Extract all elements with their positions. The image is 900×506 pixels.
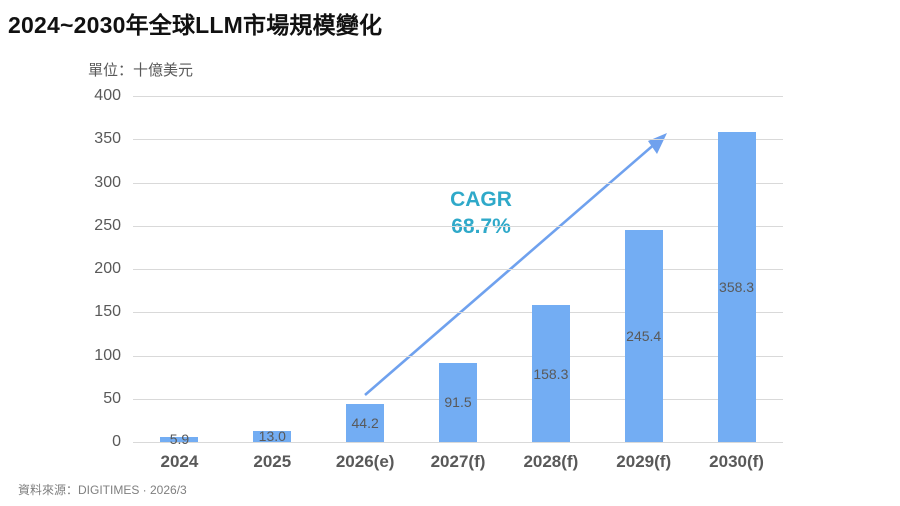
- x-axis-label-2030(f): 2030(f): [709, 452, 764, 471]
- gridline-350: [133, 139, 783, 141]
- x-axis-label-2024: 2024: [160, 452, 199, 471]
- unit-label: 單位：十億美元: [88, 62, 194, 79]
- gridline-150: [133, 312, 783, 314]
- bar-value-2026(e): 44.2: [351, 414, 379, 431]
- bar-2028(f): [531, 305, 570, 442]
- bar-value-2024: 5.9: [169, 431, 190, 448]
- gridline-0: [133, 442, 783, 443]
- chart-title: 2024~2030年全球LLM市場規模變化: [8, 12, 383, 38]
- cagr-trend-arrow-line: [364, 141, 658, 396]
- y-axis-tick-250: 250: [94, 216, 121, 234]
- cagr-annotation: CAGR 68.7%: [450, 186, 512, 241]
- gridline-300: [133, 182, 783, 184]
- bar-value-2027(f): 91.5: [444, 394, 472, 411]
- bar-2024: [160, 436, 199, 442]
- gridline-200: [133, 269, 783, 270]
- bar-2029(f): [624, 229, 663, 442]
- cagr-annotation-line2: 68.7%: [451, 215, 511, 239]
- cagr-trend-arrow-head: [648, 133, 667, 154]
- y-axis-tick-50: 50: [103, 389, 121, 407]
- bar-2025: [253, 430, 292, 442]
- y-axis-tick-200: 200: [94, 260, 121, 277]
- y-axis-tick-100: 100: [94, 346, 121, 364]
- y-axis-tick-400: 400: [94, 87, 121, 104]
- x-axis-label-2027(f): 2027(f): [430, 452, 486, 471]
- bar-2026(e): [346, 403, 385, 442]
- cagr-annotation-line1: CAGR: [450, 188, 512, 211]
- bar-value-2029(f): 245.4: [626, 327, 662, 344]
- y-axis-tick-350: 350: [94, 130, 121, 148]
- bar-value-2028(f): 158.3: [533, 365, 569, 382]
- x-axis-label-2029(f): 2029(f): [616, 452, 672, 471]
- plot-area: CAGR 68.7% 0 50 100 150 200 250 300 350 400 5.9 20…: [94, 87, 783, 471]
- bar-value-2025: 13.0: [258, 428, 286, 445]
- y-axis-tick-0: 0: [112, 433, 121, 450]
- bar-2030(f): [717, 132, 756, 442]
- gridline-400: [133, 96, 783, 97]
- y-axis-tick-300: 300: [94, 173, 121, 191]
- source-note: 資料來源：DIGITIMES · 2026/3: [18, 483, 187, 497]
- bar-value-2030(f): 358.3: [719, 279, 755, 296]
- cagr-trend-arrow: [364, 133, 667, 396]
- x-axis-label-2026(e): 2026(e): [335, 452, 395, 471]
- y-axis-tick-150: 150: [94, 303, 121, 321]
- gridline-250: [133, 225, 783, 227]
- x-axis-label-2025: 2025: [253, 452, 292, 471]
- gridline-100: [133, 355, 783, 357]
- x-axis-label-2028(f): 2028(f): [523, 452, 579, 471]
- bar-2027(f): [439, 362, 477, 442]
